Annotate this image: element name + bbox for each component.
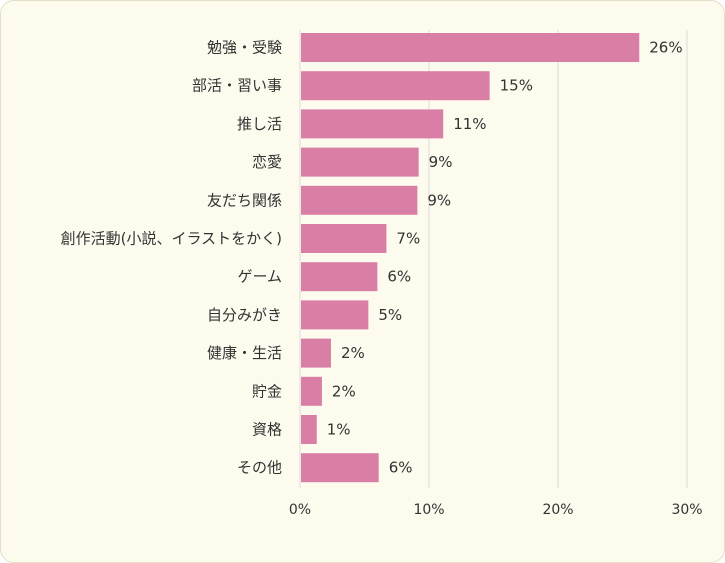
value-labels: 26% 15% 11% 9% 9% 7% 6% 5% 2% 2% 1% 6% [327, 39, 683, 477]
x-tick-label: 0% [289, 502, 311, 518]
bar [301, 338, 331, 368]
category-label: 勉強・受験 [207, 39, 282, 57]
bar [301, 453, 379, 483]
value-label: 6% [387, 268, 411, 286]
value-label: 9% [427, 191, 451, 209]
category-label: ゲーム [237, 268, 282, 286]
bar [301, 415, 317, 444]
x-tick-label: 20% [542, 502, 573, 518]
category-label: 部活・習い事 [192, 77, 282, 95]
x-tick-label: 30% [671, 502, 702, 518]
category-label: 創作活動(小説、イラストをかく) [61, 230, 282, 248]
grid-lines [299, 30, 688, 488]
x-tick-labels: 0% 10% 20% 30% [289, 502, 703, 518]
value-label: 11% [453, 115, 486, 133]
category-label: 資格 [252, 421, 282, 439]
value-label: 15% [500, 77, 533, 95]
category-label: 健康・生活 [207, 344, 282, 362]
value-label: 2% [332, 382, 356, 400]
value-label: 7% [396, 230, 420, 248]
x-tick-label: 10% [413, 502, 444, 518]
bar [301, 262, 378, 292]
value-label: 9% [429, 153, 453, 171]
bar [301, 185, 418, 215]
value-label: 5% [378, 306, 402, 324]
bars [301, 33, 640, 483]
bar [301, 109, 444, 139]
bar [301, 300, 369, 330]
bar [301, 71, 490, 101]
category-label: 自分みがき [207, 306, 282, 324]
value-label: 2% [341, 344, 365, 362]
bar [301, 376, 322, 406]
bar [301, 224, 387, 253]
category-label: 友だち関係 [207, 191, 282, 209]
category-label: 貯金 [252, 382, 282, 400]
category-label: その他 [237, 459, 282, 477]
bar [301, 33, 640, 62]
category-label: 推し活 [237, 115, 282, 133]
value-label: 1% [327, 421, 351, 439]
bar [301, 147, 419, 177]
value-label: 26% [649, 39, 682, 57]
value-label: 6% [389, 459, 413, 477]
category-label: 恋愛 [252, 153, 282, 171]
